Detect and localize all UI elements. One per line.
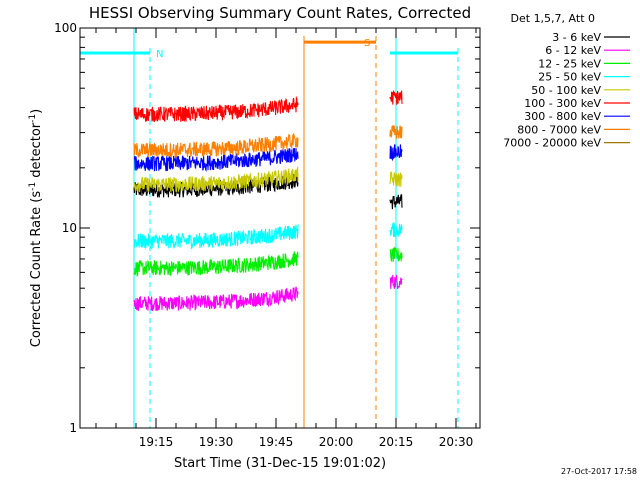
series-trace-5 — [133, 95, 299, 123]
legend-entry-label: 6 - 12 keV — [545, 44, 601, 57]
series-trace-1 — [133, 286, 299, 311]
x-tick-label: 20:30 — [439, 435, 474, 449]
series-trace-7 — [133, 133, 299, 159]
legend-entry-label: 25 - 50 keV — [538, 71, 601, 84]
series-trace-4 — [389, 170, 403, 187]
legend-entry-label: 300 - 800 keV — [524, 110, 601, 123]
chart-title: HESSI Observing Summary Count Rates, Cor… — [89, 4, 471, 22]
plot-area: NS — [80, 28, 459, 428]
x-tick-label: 20:00 — [319, 435, 354, 449]
flag-label-n: N — [156, 49, 163, 60]
legend-entry-label: 100 - 300 keV — [524, 97, 601, 110]
x-axis-label: Start Time (31-Dec-15 19:01:02) — [174, 456, 386, 471]
series-trace-6 — [133, 147, 299, 173]
legend-title: Det 1,5,7, Att 0 — [511, 12, 595, 25]
series-trace-7 — [389, 125, 403, 140]
series-trace-4 — [133, 166, 299, 193]
x-tick-label: 19:15 — [139, 435, 174, 449]
x-tick-label: 19:30 — [199, 435, 234, 449]
legend-entry-label: 50 - 100 keV — [531, 84, 601, 97]
y-tick-label: 1 — [69, 421, 77, 435]
series-trace-0 — [389, 194, 403, 210]
legend-entry-label: 12 - 25 keV — [538, 57, 601, 70]
y-axis-label-sup2: -1 — [28, 114, 38, 123]
series-trace-3 — [389, 222, 403, 238]
series-trace-1 — [389, 274, 403, 290]
y-tick-label: 100 — [54, 21, 77, 35]
series-trace-2 — [389, 246, 403, 263]
x-tick-label: 20:15 — [379, 435, 414, 449]
series-trace-5 — [389, 90, 403, 105]
series-trace-3 — [133, 224, 299, 250]
y-tick-label: 10 — [62, 221, 77, 235]
y-axis-label: Corrected Count Rate (s-1 detector-1) — [28, 109, 44, 347]
series-trace-2 — [133, 251, 299, 278]
x-tick-label: 19:45 — [259, 435, 294, 449]
y-axis-label-sup1: -1 — [28, 182, 38, 191]
y-axis-label-main: Corrected Count Rate (s — [29, 191, 44, 348]
legend-entry-label: 800 - 7000 keV — [517, 123, 601, 136]
timestamp: 27-Oct-2017 17:58 — [561, 467, 637, 476]
legend-entry-label: 3 - 6 keV — [552, 31, 601, 44]
y-axis-label-end: ) — [29, 109, 44, 114]
y-axis-label-mid: detector — [29, 122, 44, 182]
legend-entry-label: 7000 - 20000 keV — [503, 137, 601, 150]
flag-label-s: S — [364, 38, 370, 49]
series-trace-6 — [389, 144, 403, 162]
axes: 1 10 100 19:15 19:30 19:45 20:00 20:15 20:30 — [54, 21, 480, 449]
